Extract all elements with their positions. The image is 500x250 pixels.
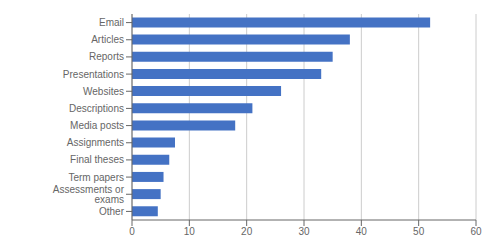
- svg-text:Websites: Websites: [83, 86, 124, 97]
- svg-text:30: 30: [298, 226, 310, 237]
- svg-text:Descriptions: Descriptions: [69, 103, 124, 114]
- svg-text:Email: Email: [99, 17, 124, 28]
- svg-text:Final theses: Final theses: [70, 154, 124, 165]
- svg-text:Assessments orexams: Assessments orexams: [53, 184, 125, 205]
- svg-text:0: 0: [129, 226, 135, 237]
- svg-text:Presentations: Presentations: [63, 69, 124, 80]
- svg-text:Media posts: Media posts: [70, 120, 124, 131]
- svg-text:Assignments: Assignments: [67, 137, 124, 148]
- svg-text:40: 40: [356, 226, 368, 237]
- svg-text:Other: Other: [99, 206, 125, 217]
- svg-text:Term papers: Term papers: [68, 172, 124, 183]
- svg-text:20: 20: [241, 226, 253, 237]
- svg-text:60: 60: [470, 226, 482, 237]
- svg-text:50: 50: [413, 226, 425, 237]
- svg-text:Reports: Reports: [89, 51, 124, 62]
- svg-text:10: 10: [184, 226, 196, 237]
- svg-text:Articles: Articles: [91, 34, 124, 45]
